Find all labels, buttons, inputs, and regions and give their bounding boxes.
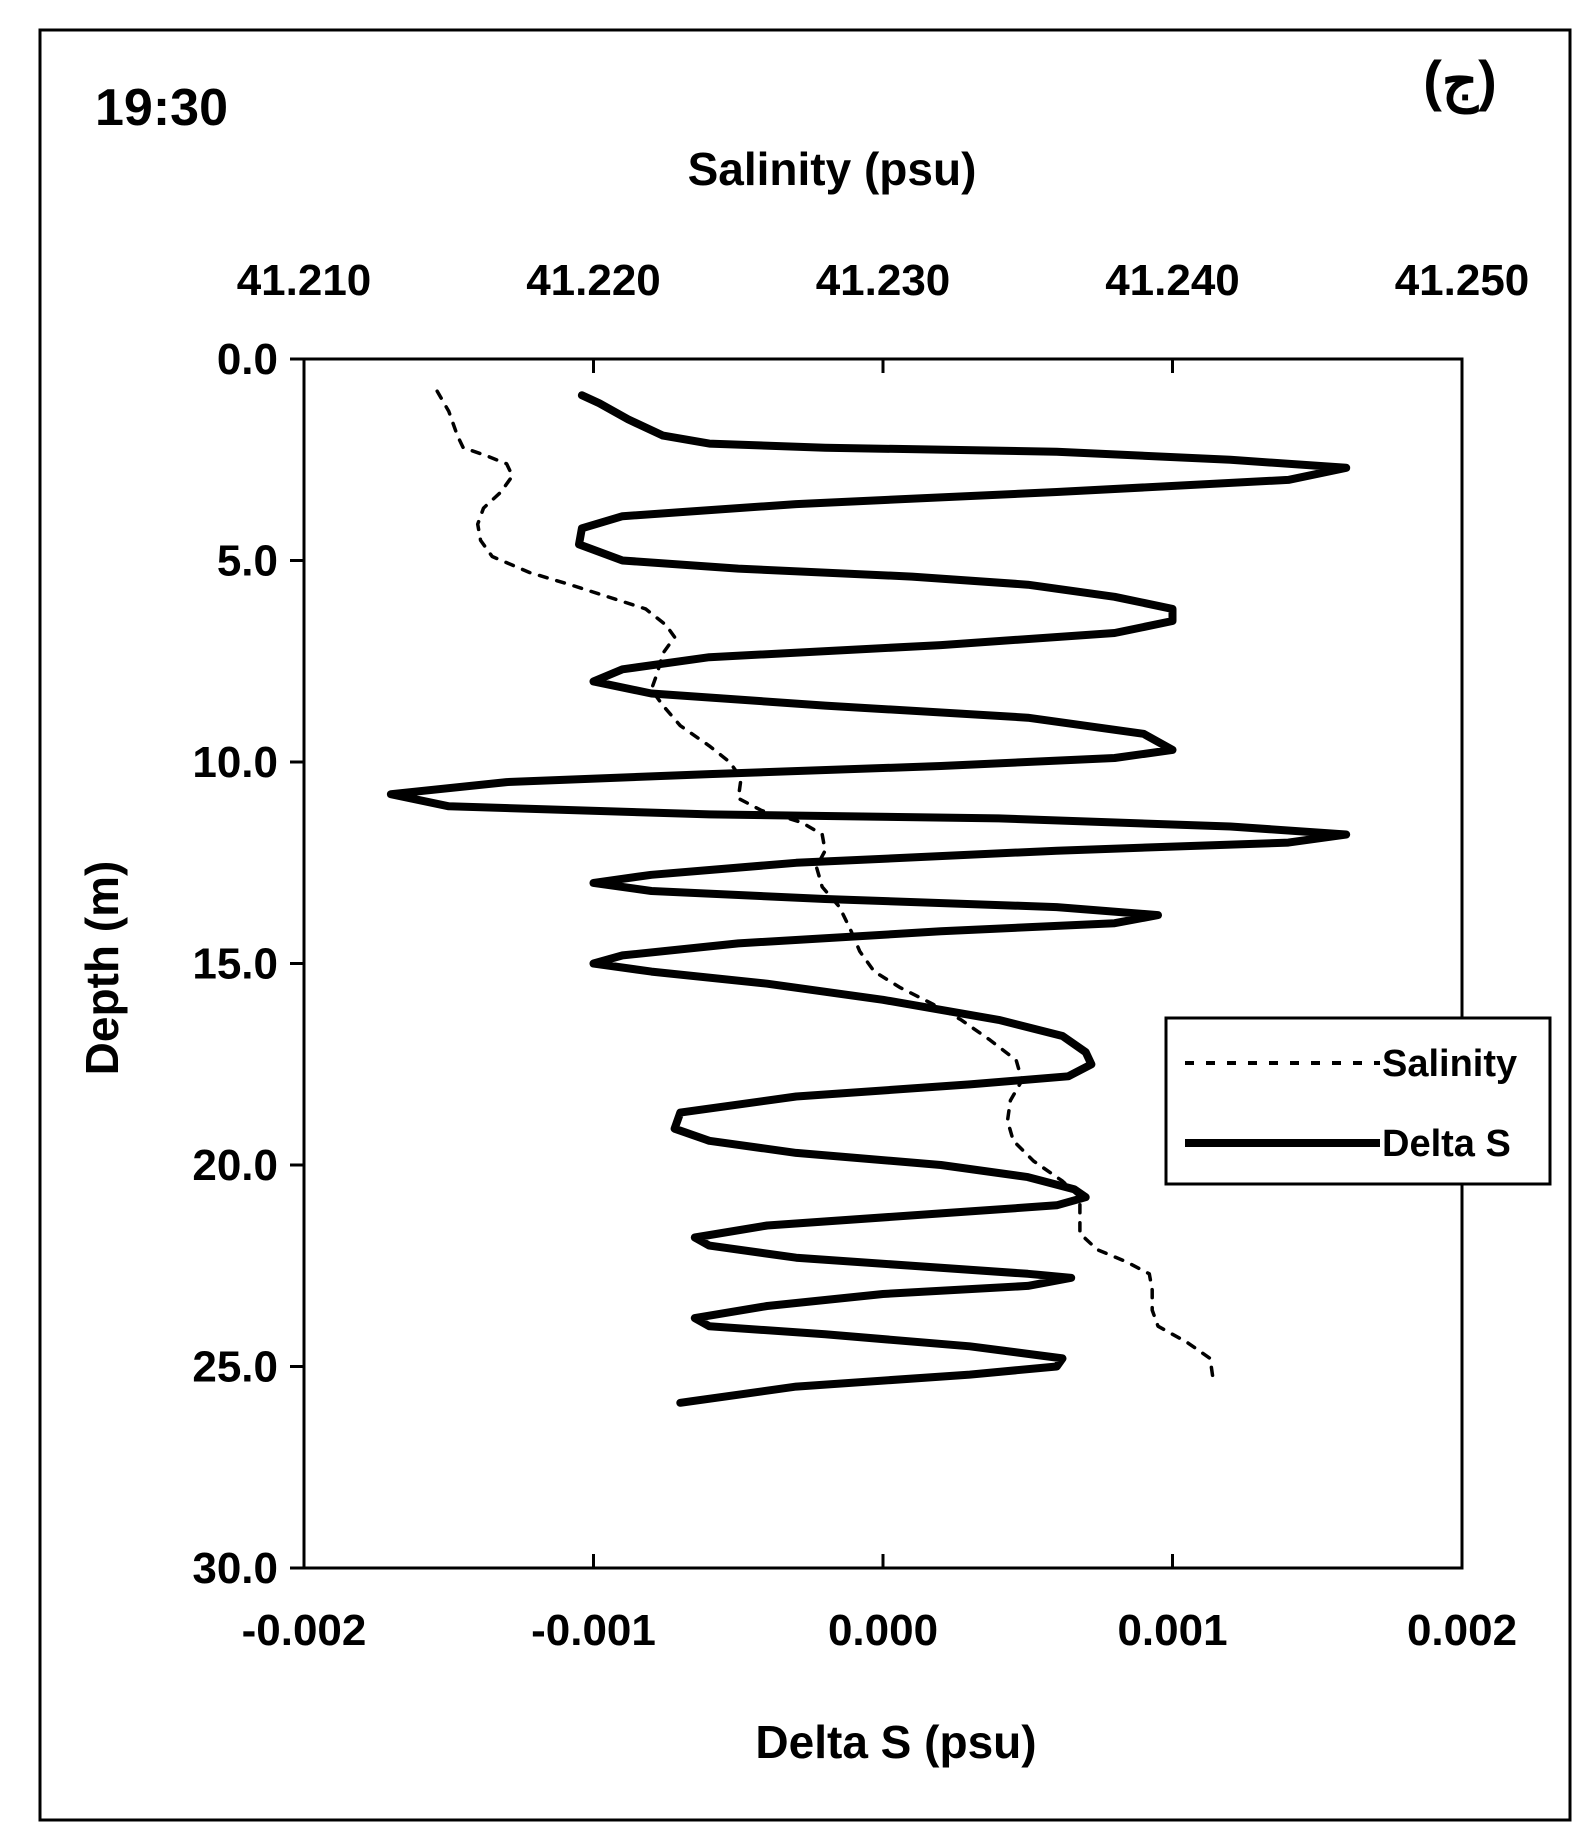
- top-axis-title: Salinity (psu): [688, 143, 977, 195]
- legend-salinity-label: Salinity: [1382, 1043, 1517, 1085]
- bottom-axis-title: Delta S (psu): [755, 1716, 1036, 1768]
- delta-s-series-line: [386, 391, 1351, 1407]
- bottom-axis-tick-label: -0.001: [531, 1606, 656, 1655]
- figure-border: [38, 28, 1572, 1822]
- panel-label: (ج): [1423, 49, 1496, 115]
- top-axis-tick-label: 41.210: [237, 256, 372, 305]
- bottom-axis-tick-label: 0.000: [828, 1606, 938, 1655]
- bottom-axis-ticks: -0.002 -0.001 0.000 0.001 0.002: [242, 1554, 1517, 1655]
- top-axis-tick-label: 41.230: [816, 256, 951, 305]
- top-axis-tick-label: 41.220: [526, 256, 661, 305]
- legend-box: [1164, 1016, 1552, 1186]
- y-axis-tick-label: 0.0: [217, 335, 278, 384]
- y-axis-tick-label: 5.0: [217, 537, 278, 586]
- y-axis-tick-label: 15.0: [192, 940, 278, 989]
- bottom-axis-tick-label: 0.002: [1407, 1606, 1517, 1655]
- bottom-axis-tick-label: 0.001: [1117, 1606, 1227, 1655]
- plot-frame: [302, 357, 1464, 1570]
- y-axis-tick-label: 25.0: [192, 1343, 278, 1392]
- legend-delta-s-label: Delta S: [1382, 1123, 1511, 1165]
- y-axis-tick-label: 10.0: [192, 738, 278, 787]
- y-axis-tick-label: 20.0: [192, 1141, 278, 1190]
- y-axis-ticks: 0.0 5.0 10.0 15.0 20.0 25.0 30.0: [192, 335, 304, 1593]
- y-axis-tick-label: 30.0: [192, 1544, 278, 1593]
- top-axis-tick-label: 41.240: [1105, 256, 1240, 305]
- salinity-series-line: [435, 389, 1215, 1381]
- top-axis-tick-label: 41.250: [1395, 256, 1530, 305]
- series-layer: [386, 389, 1351, 1407]
- bottom-axis-tick-label: -0.002: [242, 1606, 367, 1655]
- legend: Salinity Delta S: [1164, 1016, 1552, 1186]
- top-axis-ticks: 41.210 41.220 41.230 41.240 41.250: [237, 256, 1530, 373]
- y-axis-title: Depth (m): [76, 861, 128, 1076]
- time-label: 19:30: [95, 79, 228, 137]
